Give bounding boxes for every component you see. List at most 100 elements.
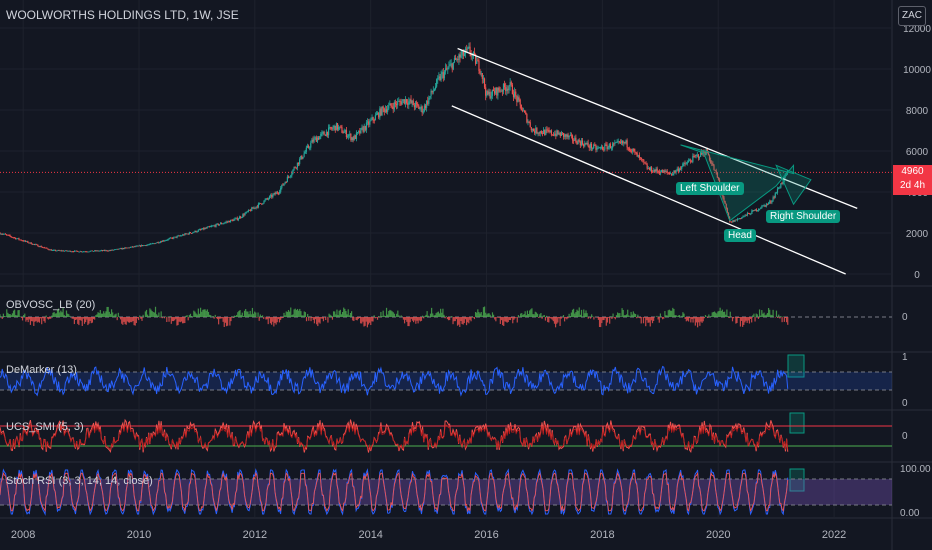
candle-body-426 bbox=[473, 52, 476, 55]
candle-body-592 bbox=[658, 171, 661, 174]
candle-body-69 bbox=[76, 250, 78, 252]
candle-body-180 bbox=[199, 229, 202, 231]
candle-body-490 bbox=[545, 129, 547, 135]
candle-body-587 bbox=[653, 169, 655, 173]
candle-body-308 bbox=[342, 132, 344, 134]
candle-body-75 bbox=[82, 251, 85, 253]
candle-body-557 bbox=[619, 142, 622, 143]
candle-body-381 bbox=[423, 105, 425, 112]
stoch-rsi-plot: 100.00 0.00 bbox=[0, 464, 931, 519]
candle-body-44 bbox=[48, 249, 50, 251]
candle-body-365 bbox=[405, 99, 408, 103]
candle-body-302 bbox=[335, 123, 337, 131]
candle-body-595 bbox=[662, 169, 664, 173]
candle-body-583 bbox=[648, 168, 650, 170]
candle-body-153 bbox=[169, 237, 172, 239]
candle-body-78 bbox=[86, 251, 88, 253]
candle-body-18 bbox=[19, 239, 21, 241]
candle-body-658 bbox=[732, 220, 734, 223]
candle-body-636 bbox=[707, 153, 710, 156]
candle-body-337 bbox=[374, 115, 376, 121]
obv-label[interactable]: OBVOSC_LB (20) bbox=[6, 299, 96, 311]
candle-body-94 bbox=[104, 250, 106, 251]
candle-body-367 bbox=[408, 101, 410, 105]
candle-body-34 bbox=[37, 244, 39, 247]
candle-body-105 bbox=[116, 248, 118, 250]
candle-body-401 bbox=[446, 68, 448, 70]
candle-body-223 bbox=[247, 209, 249, 212]
candle-body-79 bbox=[87, 251, 89, 253]
candle-body-154 bbox=[170, 237, 173, 239]
candle-body-361 bbox=[401, 100, 403, 105]
stoch-rsi-label[interactable]: Stoch RSI (3, 3, 14, 14, close) bbox=[6, 475, 153, 487]
candle-body-265 bbox=[294, 167, 296, 169]
candle-body-292 bbox=[324, 134, 326, 136]
candle-body-196 bbox=[217, 223, 219, 226]
candle-body-672 bbox=[747, 213, 750, 214]
candle-body-264 bbox=[293, 167, 295, 170]
candle-body-387 bbox=[430, 90, 432, 96]
candle-body-35 bbox=[38, 246, 40, 248]
candle-body-526 bbox=[585, 143, 587, 145]
candle-body-485 bbox=[539, 131, 541, 134]
candle-body-175 bbox=[194, 230, 196, 233]
candle-body-342 bbox=[380, 108, 382, 116]
candle-body-22 bbox=[23, 240, 26, 242]
candle-body-288 bbox=[320, 133, 322, 137]
candle-body-258 bbox=[286, 176, 288, 183]
candle-body-628 bbox=[698, 156, 701, 158]
candle-body-383 bbox=[426, 100, 428, 109]
candle-body-508 bbox=[565, 134, 567, 137]
price-axis[interactable]: 020004000600080001000012000 bbox=[903, 24, 931, 281]
demarker-plot: 10 bbox=[0, 352, 908, 409]
candle-body-192 bbox=[213, 225, 215, 227]
candle-body-460 bbox=[511, 84, 513, 95]
candle-body-537 bbox=[597, 147, 599, 149]
candle-body-499 bbox=[555, 133, 557, 137]
demarker-label[interactable]: DeMarker (13) bbox=[6, 364, 77, 376]
candle-body-239 bbox=[265, 198, 267, 200]
left-shoulder-tag[interactable]: Left Shoulder bbox=[676, 182, 744, 195]
currency-button[interactable]: ZAC bbox=[898, 6, 926, 26]
candle-body-529 bbox=[588, 146, 590, 148]
candle-body-24 bbox=[26, 241, 28, 243]
candle-body-13 bbox=[13, 237, 16, 239]
candle-body-116 bbox=[128, 247, 130, 249]
candle-body-91 bbox=[100, 250, 102, 252]
candle-body-172 bbox=[190, 233, 193, 234]
candle-body-551 bbox=[613, 143, 615, 145]
candle-body-330 bbox=[366, 121, 369, 123]
candle-body-643 bbox=[715, 170, 717, 173]
candle-body-95 bbox=[105, 250, 107, 252]
candle-body-382 bbox=[424, 105, 427, 109]
candle-body-166 bbox=[184, 233, 186, 236]
candle-body-96 bbox=[106, 250, 108, 252]
candle-body-446 bbox=[496, 87, 498, 96]
candle-body-340 bbox=[378, 112, 380, 118]
candle-body-545 bbox=[606, 144, 608, 150]
candle-body-213 bbox=[236, 217, 238, 220]
candle-body-55 bbox=[60, 250, 62, 252]
candle-body-220 bbox=[244, 213, 246, 216]
head-tag[interactable]: Head bbox=[724, 229, 756, 242]
candle-body-281 bbox=[312, 139, 314, 142]
candle-body-182 bbox=[202, 228, 204, 230]
stoch-tick-100: 100.00 bbox=[900, 464, 931, 475]
candle-body-617 bbox=[686, 161, 688, 164]
time-axis[interactable]: 2008 2010 2012 2014 2016 2018 2020 2022 bbox=[11, 529, 846, 541]
candle-body-221 bbox=[245, 211, 247, 214]
smi-label[interactable]: UCS_SMI (5, 3) bbox=[6, 421, 84, 433]
candle-body-294 bbox=[326, 131, 329, 136]
candle-body-73 bbox=[80, 251, 82, 253]
candle-body-431 bbox=[479, 70, 481, 74]
candle-body-315 bbox=[350, 133, 352, 141]
candle-body-348 bbox=[387, 108, 389, 112]
right-shoulder-tag[interactable]: Right Shoulder bbox=[766, 210, 841, 223]
y-tick-label-10000: 10000 bbox=[903, 65, 931, 76]
candle-body-188 bbox=[208, 226, 211, 228]
candle-body-252 bbox=[280, 187, 282, 192]
candle-body-663 bbox=[737, 218, 740, 220]
candle-body-333 bbox=[370, 119, 372, 121]
candle-body-561 bbox=[624, 141, 626, 143]
